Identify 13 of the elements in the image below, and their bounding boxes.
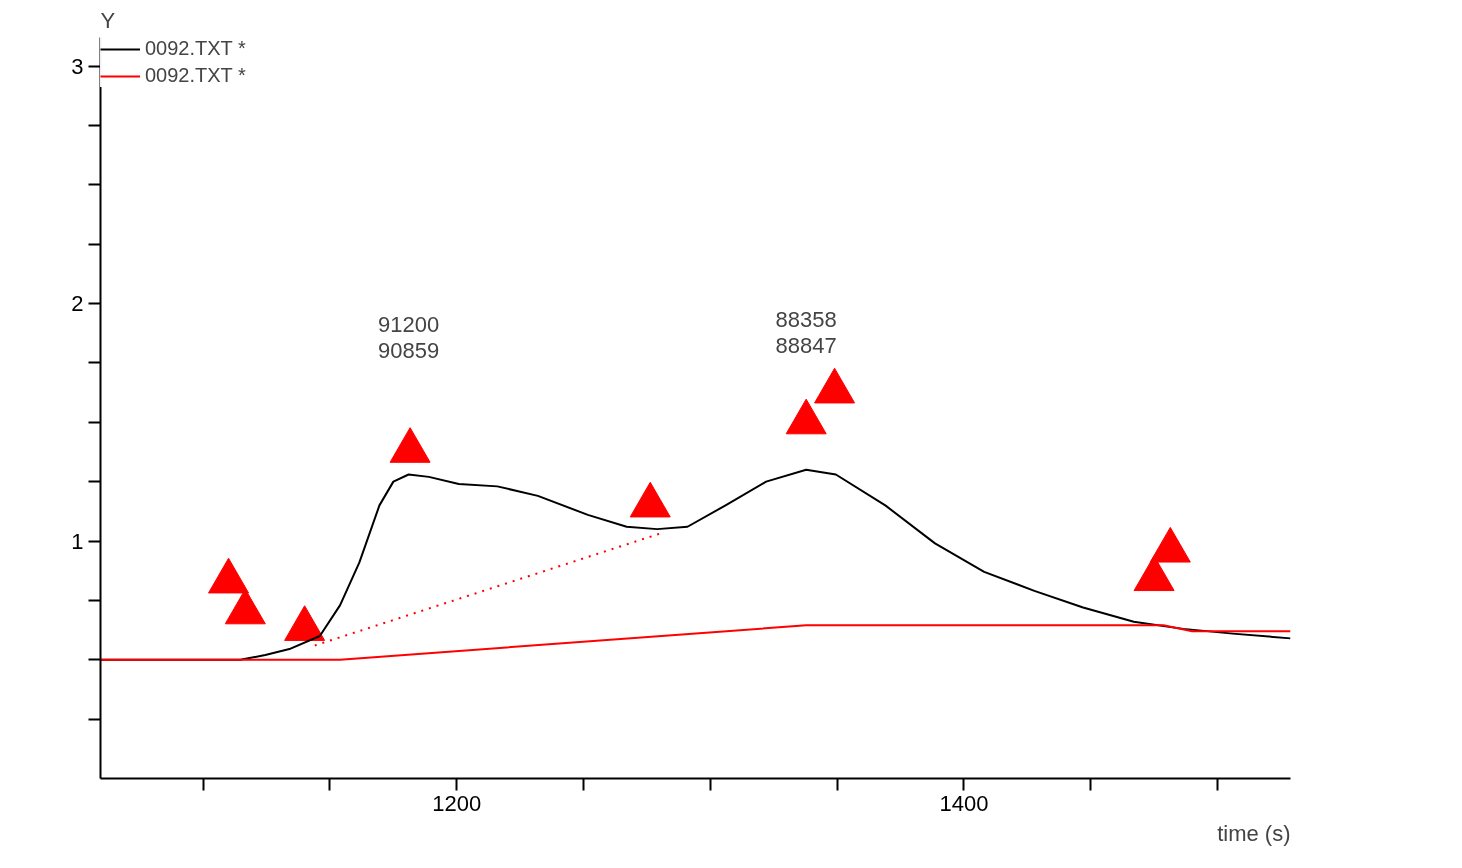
- legend-label: 0092.TXT *: [145, 64, 246, 87]
- y-tick-label: 3: [71, 53, 84, 79]
- legend-label: 0092.TXT *: [145, 37, 246, 60]
- y-axis-title: Y: [100, 7, 116, 33]
- annotation: 88847: [775, 333, 837, 359]
- y-tick-label: 2: [71, 291, 84, 316]
- x-axis-title: time (s): [1217, 820, 1291, 846]
- x-tick-label: 1400: [939, 790, 989, 816]
- x-tick-label: 1200: [432, 790, 482, 816]
- annotation: 90859: [378, 338, 440, 363]
- y-tick-label: 1: [71, 528, 84, 554]
- annotation: 88358: [775, 307, 837, 333]
- annotation: 91200: [378, 312, 440, 337]
